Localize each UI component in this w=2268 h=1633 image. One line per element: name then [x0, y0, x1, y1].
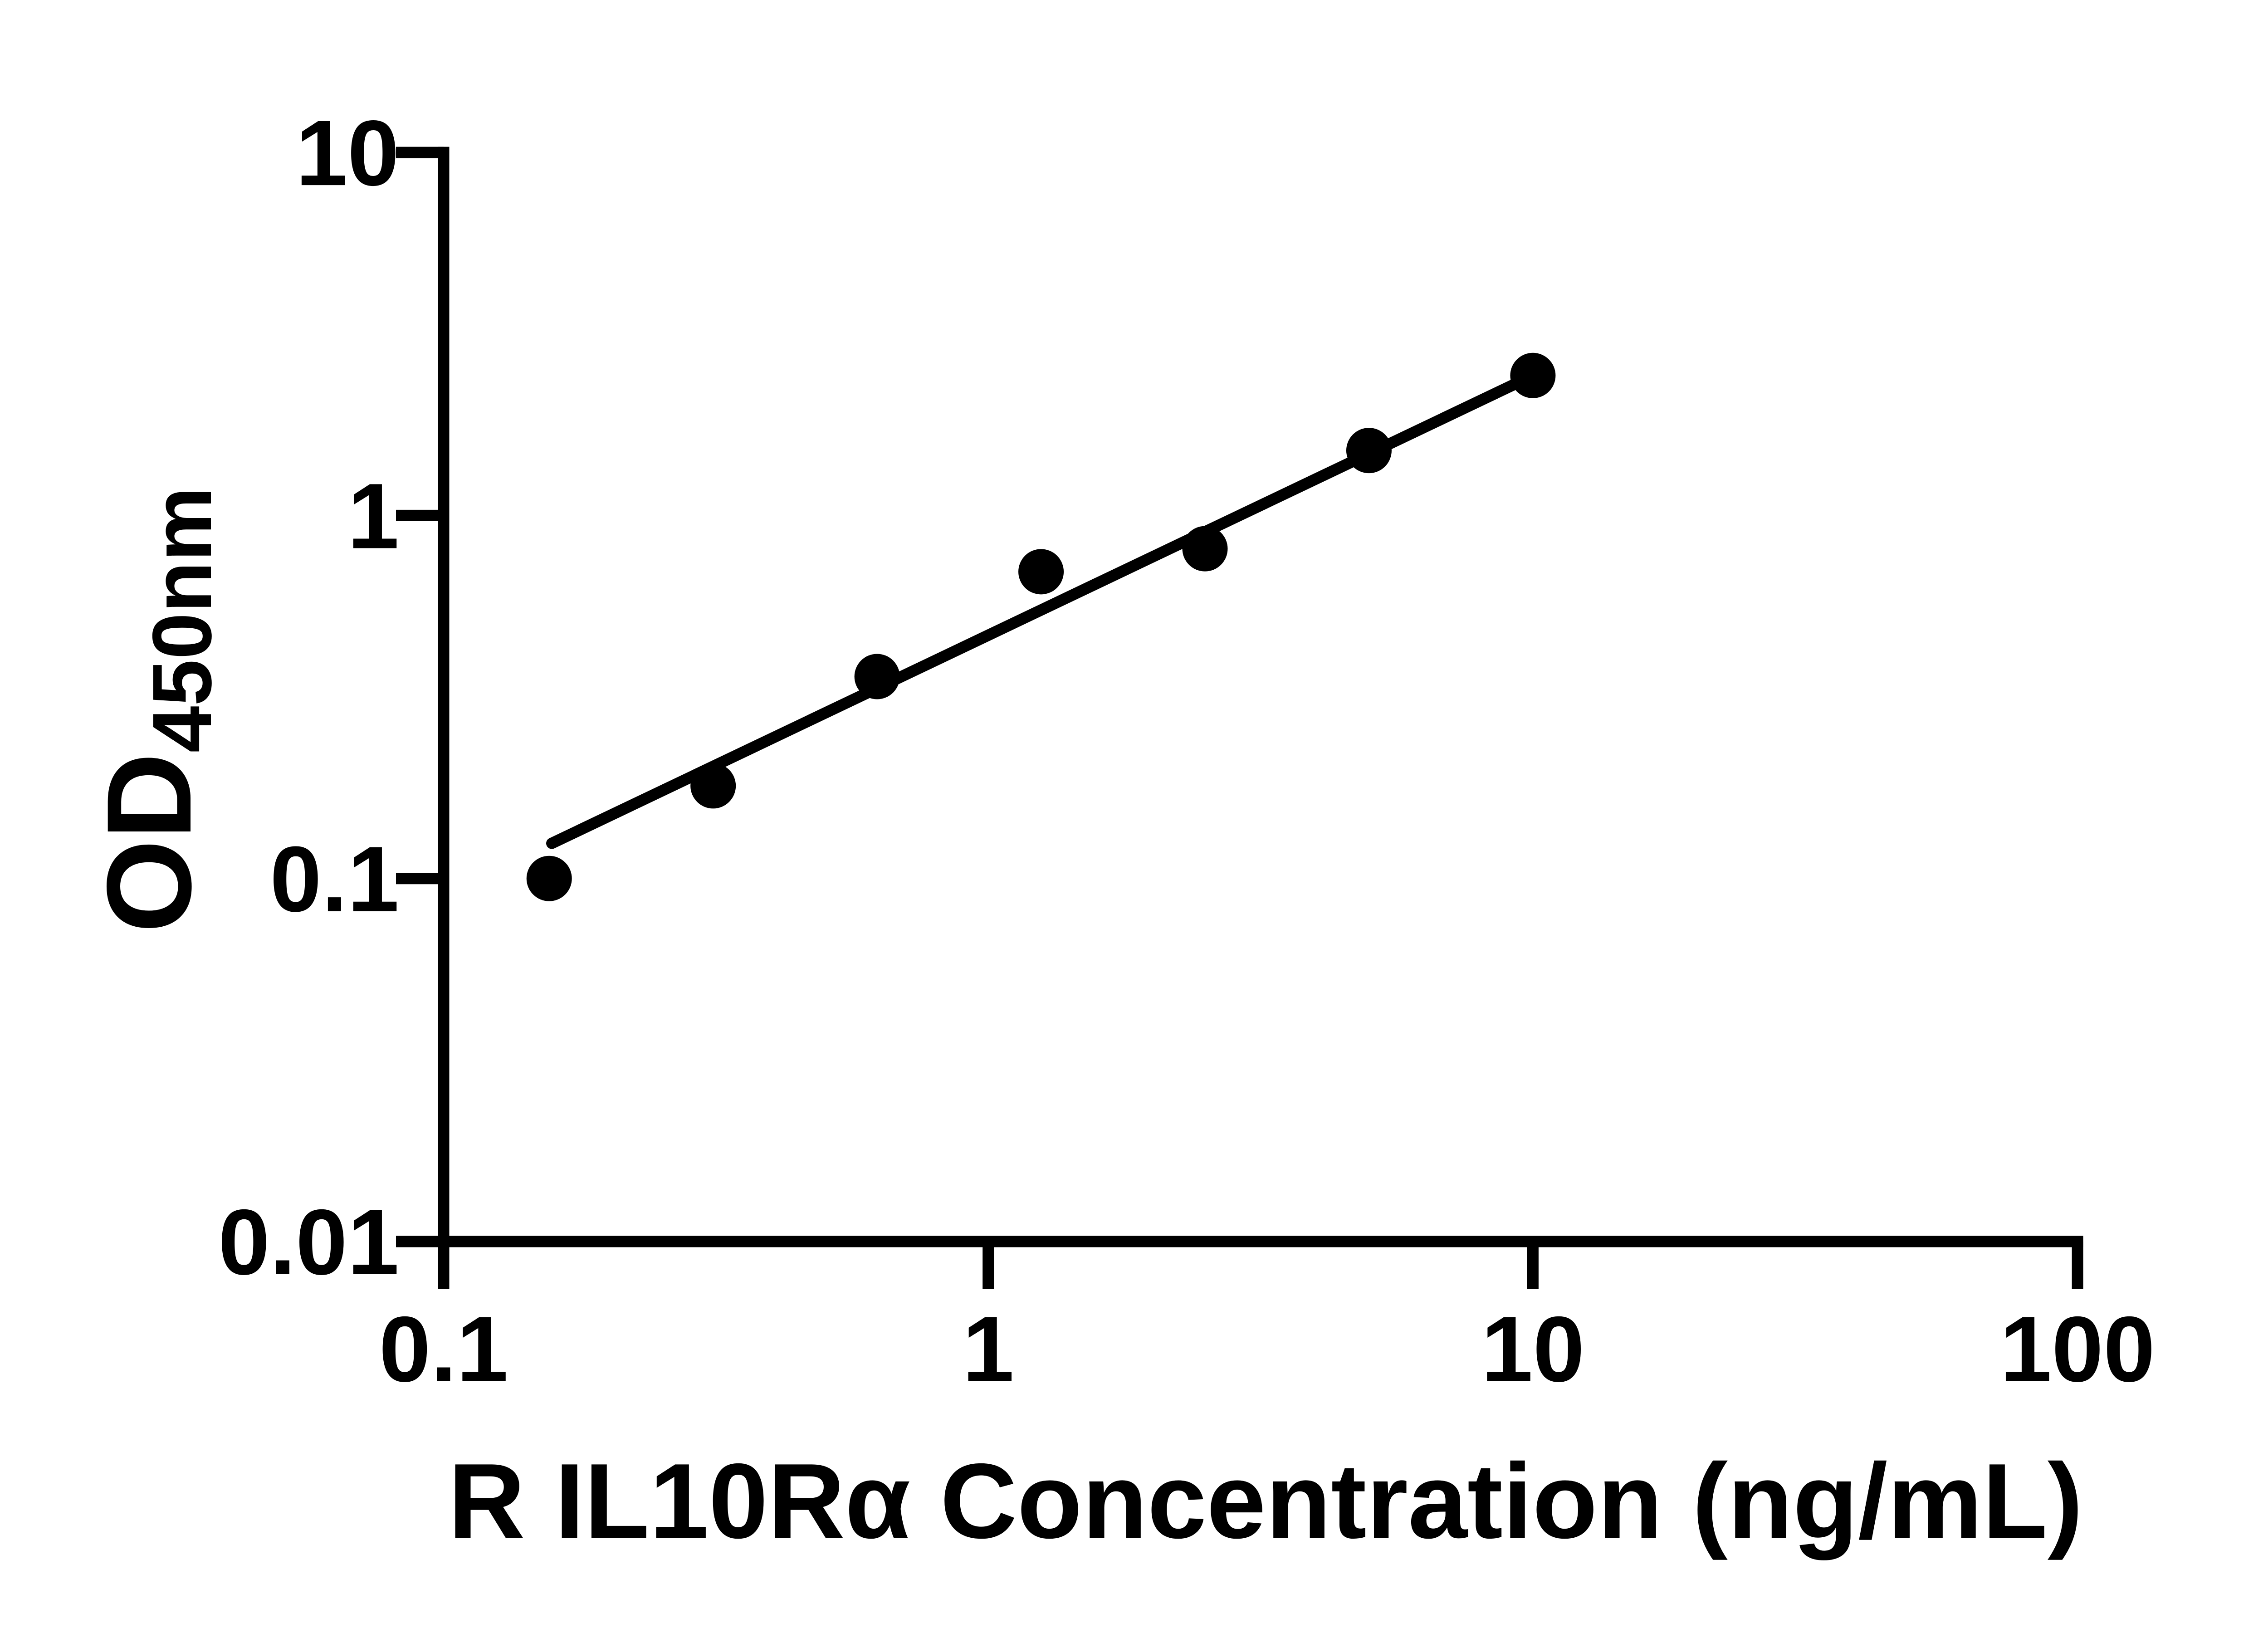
data-point-3: [854, 654, 900, 699]
x-tick-label-10: 10: [1481, 1297, 1584, 1401]
data-points: [526, 352, 1556, 901]
y-tick-label-10: 10: [296, 101, 399, 205]
x-tick-label-1: 1: [963, 1297, 1014, 1401]
x-tick-label-100: 100: [2000, 1297, 2155, 1401]
y-axis-title-main: OD: [82, 753, 216, 933]
data-point-4: [1018, 549, 1064, 595]
y-axis-title: OD450nm: [82, 487, 229, 933]
data-point-6: [1346, 428, 1392, 474]
y-axis-title-subscript: 450nm: [136, 487, 229, 753]
axis-ticks: [396, 147, 2083, 1289]
y-tick-label-0.01: 0.01: [218, 1190, 399, 1294]
x-axis-title: R IL10Rα Concentration (ng/mL): [448, 1441, 2083, 1560]
data-point-2: [690, 763, 736, 809]
data-point-7: [1510, 352, 1556, 398]
x-tick-label-0.1: 0.1: [379, 1297, 508, 1401]
y-tick-label-0.1: 0.1: [270, 827, 399, 931]
data-point-5: [1182, 526, 1228, 572]
y-tick-label-1: 1: [347, 464, 399, 568]
data-point-1: [526, 856, 572, 901]
axes: [438, 147, 2083, 1247]
